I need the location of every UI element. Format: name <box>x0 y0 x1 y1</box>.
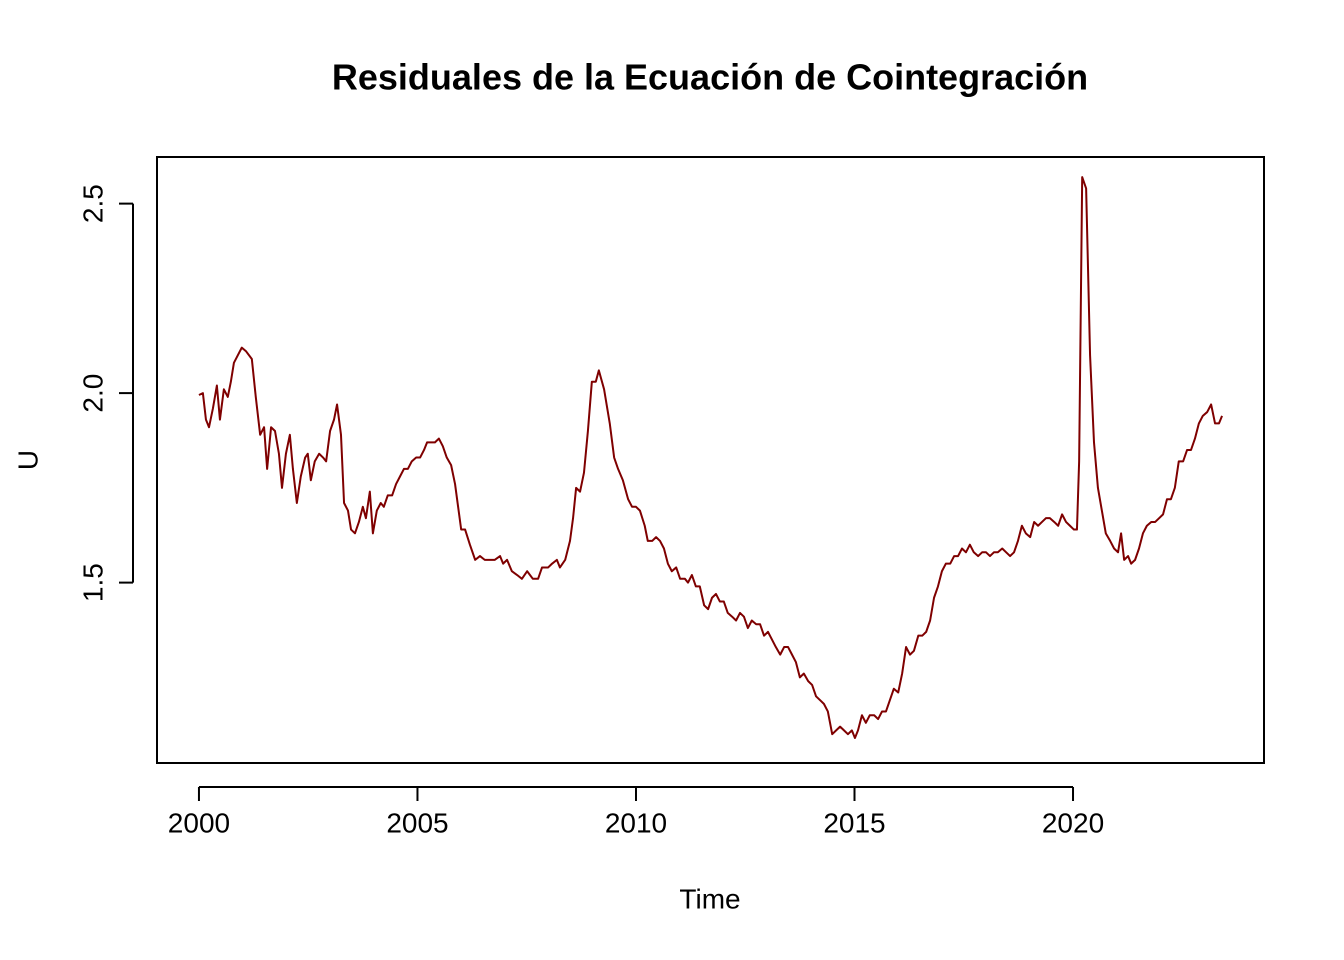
y-tick-label: 1.5 <box>77 563 108 602</box>
x-tick-label: 2010 <box>605 807 667 838</box>
x-tick-label: 2005 <box>386 807 448 838</box>
x-tick-label: 2015 <box>823 807 885 838</box>
x-tick-label: 2020 <box>1042 807 1104 838</box>
y-tick-label: 2.5 <box>77 184 108 223</box>
y-axis-label: U <box>12 450 43 470</box>
data-line <box>198 176 1223 739</box>
x-axis-label: Time <box>679 883 740 914</box>
y-tick-label: 2.0 <box>77 374 108 413</box>
x-tick-label: 2000 <box>168 807 230 838</box>
chart-title: Residuales de la Ecuación de Cointegraci… <box>332 57 1088 98</box>
plot-frame <box>156 156 1265 764</box>
